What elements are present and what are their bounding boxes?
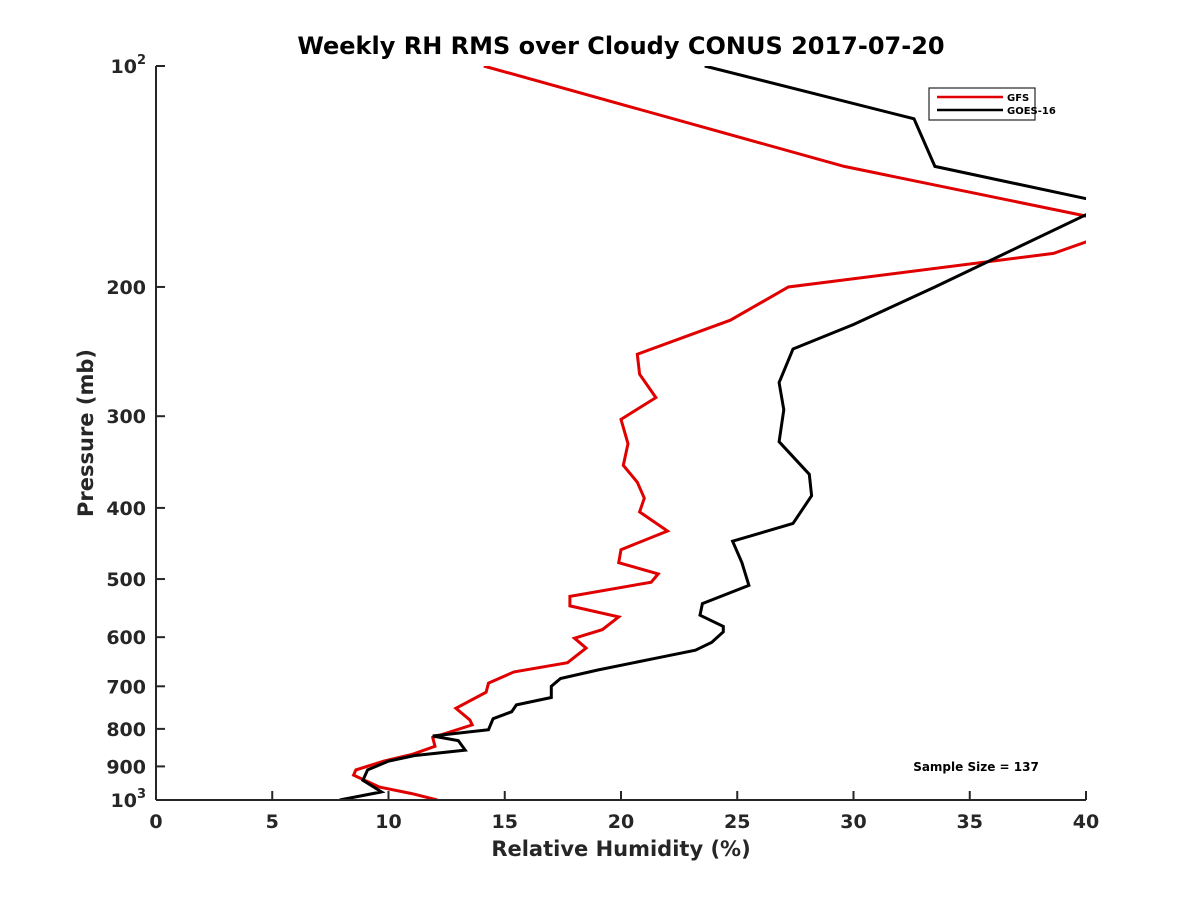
series-layer — [339, 66, 1086, 800]
series-line-goes16 — [339, 66, 1086, 800]
y-tick-label: 600 — [106, 627, 146, 649]
chart-title: Weekly RH RMS over Cloudy CONUS 2017-07-… — [297, 32, 944, 60]
x-tick-label: 35 — [957, 811, 983, 833]
x-ticks: 0 5 10 15 20 25 30 35 40 — [149, 791, 1099, 833]
y-tick-label: 500 — [106, 569, 146, 591]
y-tick-label: 800 — [106, 719, 146, 741]
x-tick-label: 15 — [492, 811, 518, 833]
y-tick-label: 400 — [106, 498, 146, 520]
sample-size-annotation: Sample Size = 137 — [913, 760, 1039, 774]
x-tick-label: 20 — [608, 811, 634, 833]
y-tick-label: 200 — [106, 277, 146, 299]
y-tick-label: 700 — [106, 676, 146, 698]
y-axis-label: Pressure (mb) — [74, 349, 98, 517]
y-tick-label: 300 — [106, 406, 146, 428]
legend: GFS GOES-16 — [928, 87, 1056, 121]
y-tick-label: 102 — [111, 53, 147, 78]
y-ticks: 102 200 300 400 500 600 700 800 900 103 — [106, 53, 165, 812]
legend-label-goes16: GOES-16 — [1007, 106, 1056, 117]
y-tick-label: 103 — [111, 787, 147, 812]
x-tick-label: 40 — [1073, 811, 1099, 833]
x-tick-label: 30 — [840, 811, 866, 833]
x-tick-label: 5 — [266, 811, 279, 833]
x-axis-label: Relative Humidity (%) — [491, 837, 750, 861]
legend-box — [928, 87, 1036, 121]
x-tick-label: 0 — [149, 811, 162, 833]
series-line-gfs — [351, 66, 1086, 800]
y-tick-label: 900 — [106, 756, 146, 778]
legend-label-gfs: GFS — [1007, 93, 1029, 104]
x-tick-label: 25 — [724, 811, 750, 833]
x-tick-label: 10 — [375, 811, 401, 833]
